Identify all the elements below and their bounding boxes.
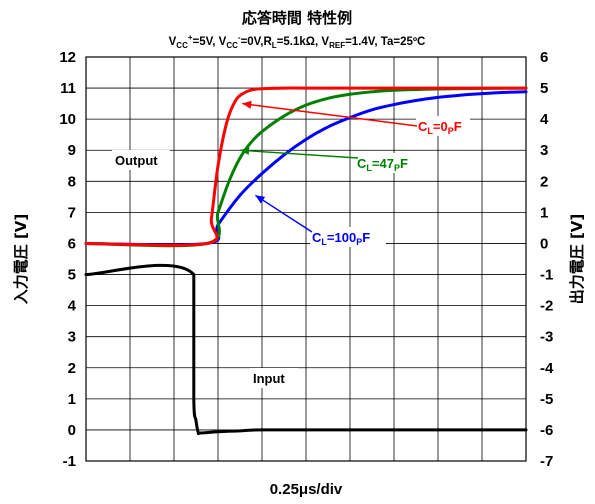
annotation-arrows bbox=[239, 100, 418, 233]
y-right-tick-label: -3 bbox=[540, 329, 553, 346]
y-right-tick-label: 2 bbox=[540, 173, 548, 190]
right-axis-ticks: -7 -6 -5 -4 -3 -2 -1 0 1 2 3 4 5 6 bbox=[540, 49, 554, 470]
y-left-tick-label: 11 bbox=[60, 80, 76, 97]
y-left-tick-label: 9 bbox=[68, 142, 76, 159]
label-cl-100pf: CL=100PF bbox=[312, 230, 370, 247]
y-left-tick-label: 1 bbox=[68, 391, 76, 408]
y-left-tick-label: 0 bbox=[68, 422, 76, 439]
series-lines bbox=[84, 86, 528, 436]
series-line-input bbox=[84, 263, 528, 436]
output-label: Output bbox=[115, 153, 158, 168]
y-right-tick-label: 0 bbox=[540, 235, 548, 252]
y-right-tick-label: 5 bbox=[540, 80, 548, 97]
y-right-tick-label: -6 bbox=[540, 422, 553, 439]
y-left-tick-label: -1 bbox=[63, 453, 76, 470]
series-line-c-l-100pf bbox=[84, 90, 528, 247]
chart-subtitle: VCC+=5V, VCC-=0V,RL=5.1kΩ, VREF=1.4V, Ta… bbox=[169, 33, 426, 50]
y-left-tick-label: 7 bbox=[68, 204, 76, 221]
plot-grid bbox=[86, 57, 526, 461]
y-right-tick-label: -2 bbox=[540, 298, 553, 315]
y-left-tick-label: 4 bbox=[68, 298, 77, 315]
y-right-tick-label: 4 bbox=[540, 111, 549, 128]
arrow-head bbox=[255, 195, 266, 204]
label-cl-0pf: CL=0PF bbox=[418, 119, 462, 136]
y-left-tick-label: 8 bbox=[68, 173, 76, 190]
y-right-tick-label: -5 bbox=[540, 391, 553, 408]
y-right-tick-label: 1 bbox=[540, 204, 548, 221]
plot-frame bbox=[85, 56, 527, 462]
arrow-line bbox=[242, 102, 418, 127]
arrow-head bbox=[242, 100, 252, 109]
x-axis-label: 0.25μs/div bbox=[270, 481, 343, 498]
y-left-tick-label: 6 bbox=[68, 235, 76, 252]
arrow-line bbox=[255, 194, 313, 233]
y-right-tick-label: -1 bbox=[540, 267, 553, 284]
annotations: Output Input CL=0PF CL=47PF CL=100PF bbox=[112, 100, 470, 388]
y-axis-label-left: 入力電圧 [V] bbox=[12, 214, 30, 305]
series-line-c-l-47pf bbox=[84, 86, 528, 248]
y-left-tick-label: 12 bbox=[59, 49, 76, 66]
y-left-tick-label: 5 bbox=[68, 267, 76, 284]
y-axis-label-right: 出力電圧 [V] bbox=[568, 214, 586, 305]
y-left-tick-label: 2 bbox=[68, 360, 76, 377]
y-right-tick-label: -7 bbox=[540, 453, 553, 470]
y-left-tick-label: 10 bbox=[59, 111, 76, 128]
input-label: Input bbox=[253, 371, 285, 386]
y-left-tick-label: 3 bbox=[68, 329, 76, 346]
y-right-tick-label: -4 bbox=[540, 360, 554, 377]
arrow-line bbox=[239, 149, 359, 159]
series-line-c-l-0pf bbox=[84, 86, 528, 247]
y-right-tick-label: 6 bbox=[540, 49, 548, 66]
label-cl-47pf: CL=47PF bbox=[357, 156, 408, 173]
y-right-tick-label: 3 bbox=[540, 142, 548, 159]
arrow-head bbox=[240, 146, 250, 155]
chart-title: 応答時間 特性例 bbox=[242, 9, 352, 27]
